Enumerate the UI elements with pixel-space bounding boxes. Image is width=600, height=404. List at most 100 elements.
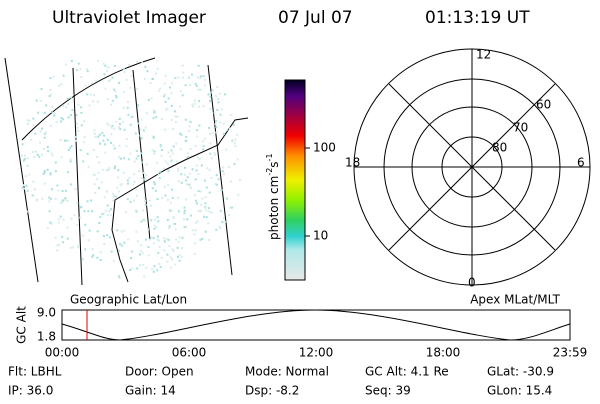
pixel — [177, 210, 180, 213]
pixel — [83, 135, 86, 138]
pixel — [21, 143, 24, 146]
pixel — [215, 120, 218, 123]
pixel — [113, 147, 116, 150]
pixel — [163, 185, 166, 188]
pixel — [106, 122, 109, 125]
pixel — [184, 84, 187, 87]
pixel — [177, 240, 180, 243]
pixel — [96, 100, 99, 103]
pixel — [54, 161, 57, 164]
pixel — [181, 94, 184, 97]
pixel — [140, 220, 143, 223]
pixel — [214, 123, 217, 126]
pixel — [207, 207, 210, 210]
pixel — [25, 184, 28, 187]
unit: s — [267, 161, 281, 167]
pixel — [140, 250, 143, 253]
pixel — [142, 171, 145, 174]
pixel — [74, 188, 77, 191]
grid-line — [4, 57, 39, 283]
status-field: GC Alt: 4.1 Re — [365, 365, 449, 379]
pixel — [206, 167, 209, 170]
pixel — [153, 265, 156, 268]
pixel — [69, 146, 72, 149]
pixel — [159, 145, 162, 148]
pixel — [123, 128, 126, 131]
pixel — [112, 192, 115, 195]
pixel — [161, 118, 164, 121]
pixel — [143, 219, 146, 222]
pixel — [181, 236, 184, 239]
pixel — [84, 248, 87, 251]
pixel — [197, 190, 200, 193]
pixel — [159, 265, 162, 268]
pixel — [79, 149, 82, 152]
pixel — [135, 60, 138, 63]
mlt-label: 12 — [476, 48, 491, 62]
pixel — [154, 72, 157, 75]
pixel — [167, 162, 170, 165]
pixel — [150, 97, 153, 100]
pixel — [75, 69, 78, 72]
pixel — [49, 221, 52, 224]
pixel — [123, 71, 126, 74]
pixel — [180, 173, 183, 176]
pixel — [178, 236, 181, 239]
status-field: Mode: Normal — [245, 365, 329, 379]
pixel — [120, 230, 123, 233]
pixel — [148, 238, 151, 241]
pixel — [210, 157, 213, 160]
pixel — [191, 229, 194, 232]
pixel — [39, 100, 42, 103]
pixel — [94, 191, 97, 194]
pixel — [178, 254, 181, 257]
pixel — [204, 202, 207, 205]
pixel — [190, 73, 193, 76]
pixel — [218, 92, 221, 95]
pixel — [45, 131, 48, 134]
pixel — [56, 184, 59, 187]
pixel — [214, 182, 217, 185]
pixel — [184, 139, 187, 142]
pixel — [40, 88, 43, 91]
pixel — [47, 150, 50, 153]
pixel — [129, 86, 132, 89]
pixel — [125, 211, 128, 214]
pixel — [180, 256, 183, 259]
pixel — [126, 198, 129, 201]
pixel — [186, 176, 189, 179]
pixel — [71, 109, 74, 112]
pixel — [140, 152, 143, 155]
pixel — [222, 173, 225, 176]
pixel — [131, 115, 134, 118]
status-field: Gain: 14 — [125, 384, 176, 398]
pixel — [93, 183, 96, 186]
pixel — [188, 125, 191, 128]
pixel — [221, 221, 224, 224]
pixel — [41, 197, 44, 200]
pixel — [48, 200, 51, 203]
pixel — [93, 129, 96, 132]
pixel — [210, 211, 213, 214]
pixel — [95, 155, 98, 158]
pixel — [43, 111, 46, 114]
pixel — [56, 249, 59, 252]
pixel — [172, 216, 175, 219]
pixel — [54, 170, 57, 173]
pixel — [64, 198, 67, 201]
pixel — [119, 184, 122, 187]
colorbar-tick: 100 — [313, 141, 336, 155]
pixel — [107, 123, 110, 126]
pixel — [158, 87, 161, 90]
pixel — [138, 253, 141, 256]
pixel — [22, 184, 25, 187]
pixel — [153, 181, 156, 184]
pixel — [147, 254, 150, 257]
pixel — [59, 215, 62, 218]
pixel — [135, 194, 138, 197]
pixel — [135, 210, 138, 213]
pixel — [148, 199, 151, 202]
pixel — [156, 269, 159, 272]
status-field: Dsp: -8.2 — [245, 384, 299, 398]
pixel — [135, 209, 138, 212]
